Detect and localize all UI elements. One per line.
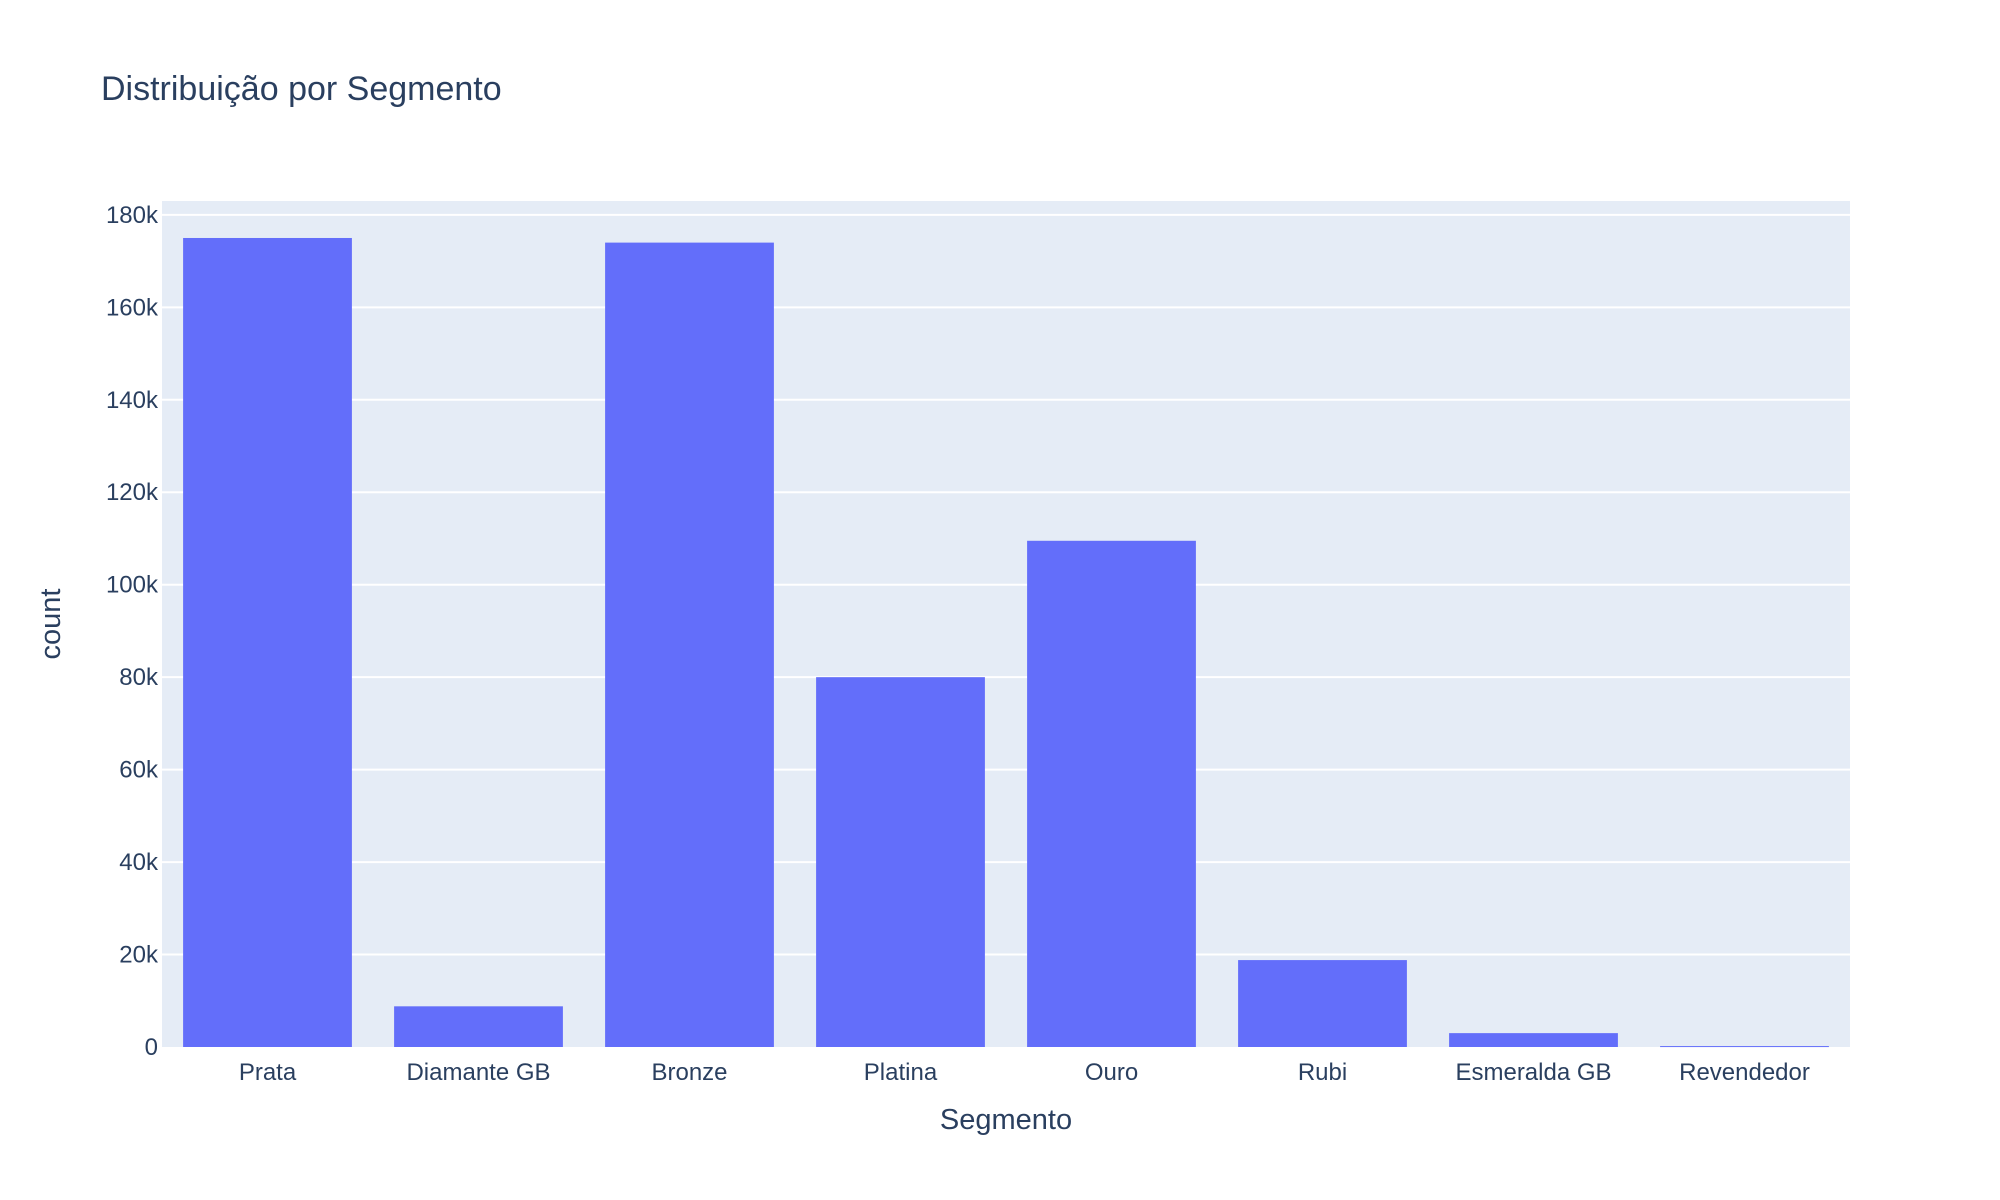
y-tick-label: 100k bbox=[106, 572, 159, 599]
x-tick-label: Rubi bbox=[1298, 1059, 1347, 1086]
bar-platina[interactable] bbox=[816, 677, 985, 1047]
y-tick-label: 20k bbox=[119, 942, 159, 969]
x-tick-label: Bronze bbox=[651, 1059, 727, 1086]
y-tick-label: 0 bbox=[145, 1034, 158, 1061]
x-tick-label: Ouro bbox=[1085, 1059, 1138, 1086]
y-tick-label: 160k bbox=[106, 294, 159, 321]
y-tick-label: 180k bbox=[106, 202, 159, 229]
x-tick-label: Prata bbox=[239, 1059, 297, 1086]
x-tick-labels: Prata Diamante GB Bronze Platina Ouro Rubi Esm… bbox=[239, 1059, 1810, 1086]
y-tick-labels: 0 20k 40k 60k 80k 100k 120k 140k 160k 180k bbox=[106, 202, 159, 1061]
bar-esmeralda-gb[interactable] bbox=[1449, 1033, 1618, 1047]
x-tick-label: Revendedor bbox=[1679, 1059, 1810, 1086]
bar-ouro[interactable] bbox=[1027, 540, 1196, 1047]
y-axis-title: count bbox=[35, 589, 67, 660]
x-tick-label: Platina bbox=[864, 1059, 938, 1086]
bar-bronze[interactable] bbox=[605, 242, 774, 1047]
x-tick-label: Esmeralda GB bbox=[1455, 1059, 1611, 1086]
bar-rubi[interactable] bbox=[1238, 960, 1407, 1047]
bar-revendedor[interactable] bbox=[1660, 1046, 1829, 1048]
y-tick-label: 60k bbox=[119, 757, 159, 784]
y-tick-label: 80k bbox=[119, 664, 159, 691]
bar-prata[interactable] bbox=[183, 237, 352, 1047]
y-tick-label: 140k bbox=[106, 387, 159, 414]
y-tick-label: 120k bbox=[106, 479, 159, 506]
x-axis-title: Segmento bbox=[940, 1104, 1072, 1136]
plot-background bbox=[162, 201, 1850, 1047]
y-tick-label: 40k bbox=[119, 849, 159, 876]
chart-title: Distribuição por Segmento bbox=[101, 70, 502, 108]
bars bbox=[183, 237, 1829, 1048]
bar-diamante-gb[interactable] bbox=[394, 1006, 563, 1047]
gridlines bbox=[162, 213, 1850, 956]
x-tick-label: Diamante GB bbox=[406, 1059, 550, 1086]
